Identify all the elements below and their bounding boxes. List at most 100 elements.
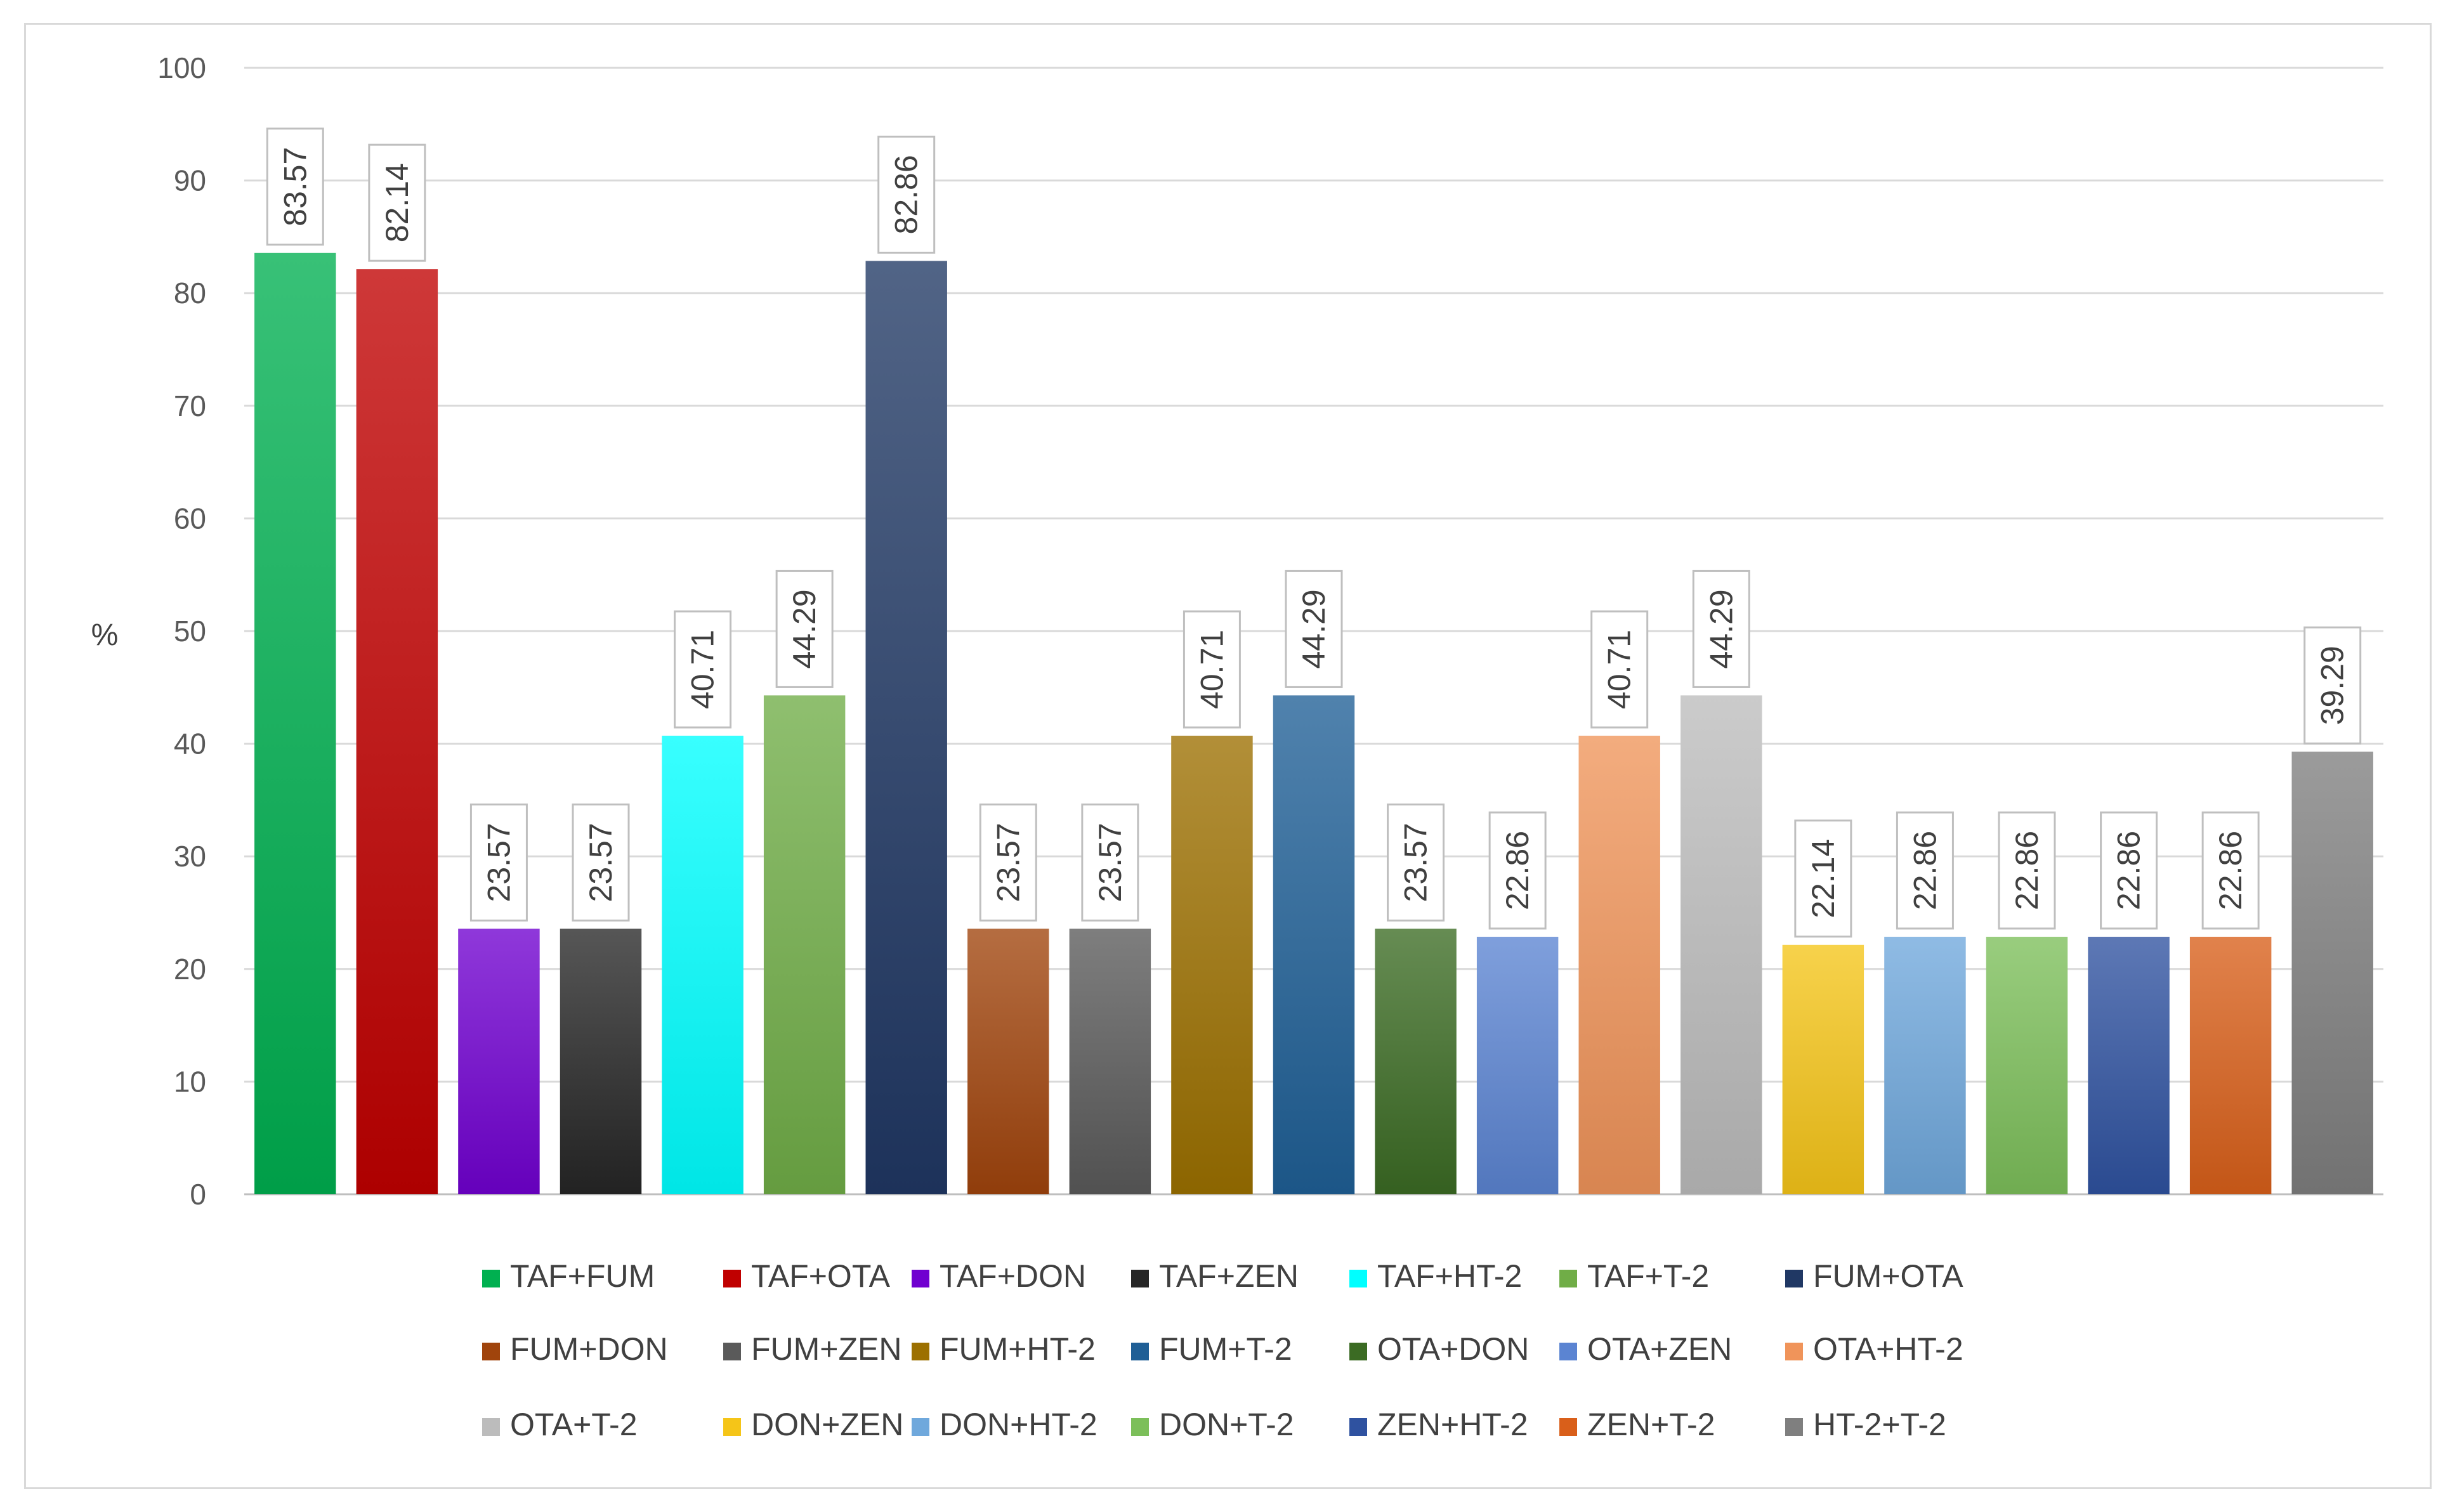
legend-label: OTA+DON [1377,1331,1529,1367]
legend-item: FUM+DON [482,1331,668,1367]
svg-text:39.29: 39.29 [2315,646,2350,725]
legend-label: TAF+OTA [751,1258,891,1294]
legend-label: HT-2+T-2 [1813,1407,1946,1442]
data-label: 22.86 [1896,811,1954,930]
legend-item: TAF+HT-2 [1349,1258,1522,1294]
data-label: 22.86 [1998,811,2056,930]
y-tick-label: 0 [190,1178,206,1211]
data-label: 23.57 [1081,803,1139,922]
legend-item: OTA+HT-2 [1785,1331,1963,1367]
legend-swatch [912,1343,929,1360]
y-tick-label: 60 [174,502,206,535]
bar-don-plus-ht-2 [1884,937,1966,1194]
legend-swatch [1349,1418,1367,1436]
bar-ota-plus-don [1375,929,1457,1194]
bar-fum-plus-zen [1069,929,1151,1194]
legend-item: HT-2+T-2 [1785,1407,1946,1442]
legend-item: OTA+DON [1349,1331,1529,1367]
legend-label: TAF+DON [940,1258,1086,1294]
legend-label: FUM+HT-2 [940,1331,1096,1367]
bar-fum-plus-don [967,929,1049,1194]
legend-swatch [1559,1343,1577,1360]
svg-text:22.86: 22.86 [1907,831,1943,910]
legend-swatch [912,1270,929,1287]
legend-label: DON+ZEN [751,1407,903,1442]
y-tick-label: 80 [174,277,206,310]
legend-label: OTA+HT-2 [1813,1331,1963,1367]
bar-ota-plus-t-2 [1681,695,1762,1194]
data-label: 23.57 [979,803,1037,922]
y-tick-label: 90 [174,164,206,197]
data-label: 23.57 [572,803,630,922]
data-label: 82.14 [368,143,426,262]
legend-swatch [1785,1343,1803,1360]
bar-taf-plus-ota [356,269,438,1194]
legend-item: TAF+FUM [482,1258,655,1294]
y-tick-label: 70 [174,389,206,422]
svg-text:44.29: 44.29 [1703,589,1739,668]
legend-label: FUM+ZEN [751,1331,902,1367]
data-label: 23.57 [1387,803,1445,922]
y-axis-ticks: 0 10 20 30 40 50 60 70 80 90 100 [157,51,206,1211]
data-label: 40.71 [1183,610,1241,729]
svg-text:22.86: 22.86 [2009,831,2045,910]
svg-text:82.14: 82.14 [379,163,415,242]
y-tick-label: 100 [157,51,206,84]
bar-ota-plus-ht-2 [1578,735,1660,1194]
bar-zen-plus-ht-2 [2088,937,2170,1194]
data-label: 44.29 [1285,570,1343,688]
legend-label: TAF+HT-2 [1377,1258,1522,1294]
legend-item: FUM+OTA [1785,1258,1963,1294]
y-tick-label: 40 [174,727,206,760]
data-labels: 83.57 82.14 23.57 23.57 40.71 44.29 82.86 23.57… [266,127,2362,938]
svg-text:23.57: 23.57 [481,823,516,902]
bar-don-plus-t-2 [1986,937,2068,1194]
svg-text:23.57: 23.57 [1092,823,1128,902]
data-label: 22.86 [2100,811,2158,930]
legend: TAF+FUM TAF+OTA TAF+DON TAF+ZEN TAF+HT-2 TAF+… [482,1258,1963,1442]
y-tick-label: 30 [174,840,206,873]
svg-text:23.57: 23.57 [583,823,619,902]
legend-label: TAF+ZEN [1159,1258,1299,1294]
svg-text:23.57: 23.57 [1398,823,1434,902]
legend-item: TAF+OTA [723,1258,891,1294]
legend-item: ZEN+HT-2 [1349,1407,1528,1442]
bar-taf-plus-don [458,929,540,1194]
svg-text:22.86: 22.86 [1500,831,1535,910]
legend-swatch [723,1270,741,1287]
legend-item: TAF+DON [912,1258,1086,1294]
bar-taf-plus-zen [560,929,642,1194]
legend-swatch [1349,1270,1367,1287]
legend-label: FUM+DON [510,1331,668,1367]
svg-text:22.86: 22.86 [2111,831,2147,910]
legend-label: FUM+OTA [1813,1258,1963,1294]
legend-swatch [1559,1418,1577,1436]
legend-item: FUM+ZEN [723,1331,902,1367]
legend-item: FUM+T-2 [1131,1331,1292,1367]
svg-text:22.86: 22.86 [2213,831,2248,910]
svg-text:44.29: 44.29 [1296,589,1332,668]
svg-text:23.57: 23.57 [990,823,1026,902]
data-label: 22.86 [2201,811,2260,930]
legend-swatch [1131,1270,1149,1287]
legend-swatch [482,1418,500,1436]
legend-item: OTA+ZEN [1559,1331,1732,1367]
legend-item: DON+T-2 [1131,1407,1294,1442]
data-label: 22.86 [1488,811,1547,930]
y-tick-label: 20 [174,953,206,986]
legend-label: TAF+T-2 [1587,1258,1709,1294]
data-label: 82.86 [877,135,936,254]
bar-fum-plus-ota [865,261,947,1195]
legend-swatch [912,1418,929,1436]
data-label: 40.71 [1590,610,1649,729]
legend-label: OTA+ZEN [1587,1331,1732,1367]
legend-swatch [1559,1270,1577,1287]
legend-item: OTA+T-2 [482,1407,638,1442]
svg-text:40.71: 40.71 [685,630,721,709]
legend-item: TAF+T-2 [1559,1258,1709,1294]
y-axis-label: % [91,618,119,652]
svg-text:40.71: 40.71 [1194,630,1229,709]
data-label: 39.29 [2303,626,2362,745]
svg-text:44.29: 44.29 [787,589,822,668]
